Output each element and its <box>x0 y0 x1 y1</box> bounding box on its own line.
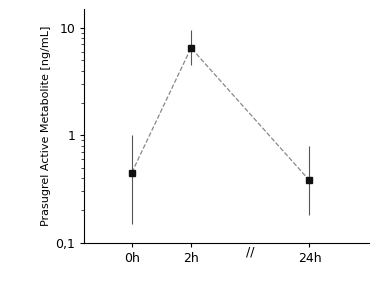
Y-axis label: Prasugrel Active Metabolite [ng/mL]: Prasugrel Active Metabolite [ng/mL] <box>41 26 51 226</box>
Text: //: // <box>246 245 255 258</box>
